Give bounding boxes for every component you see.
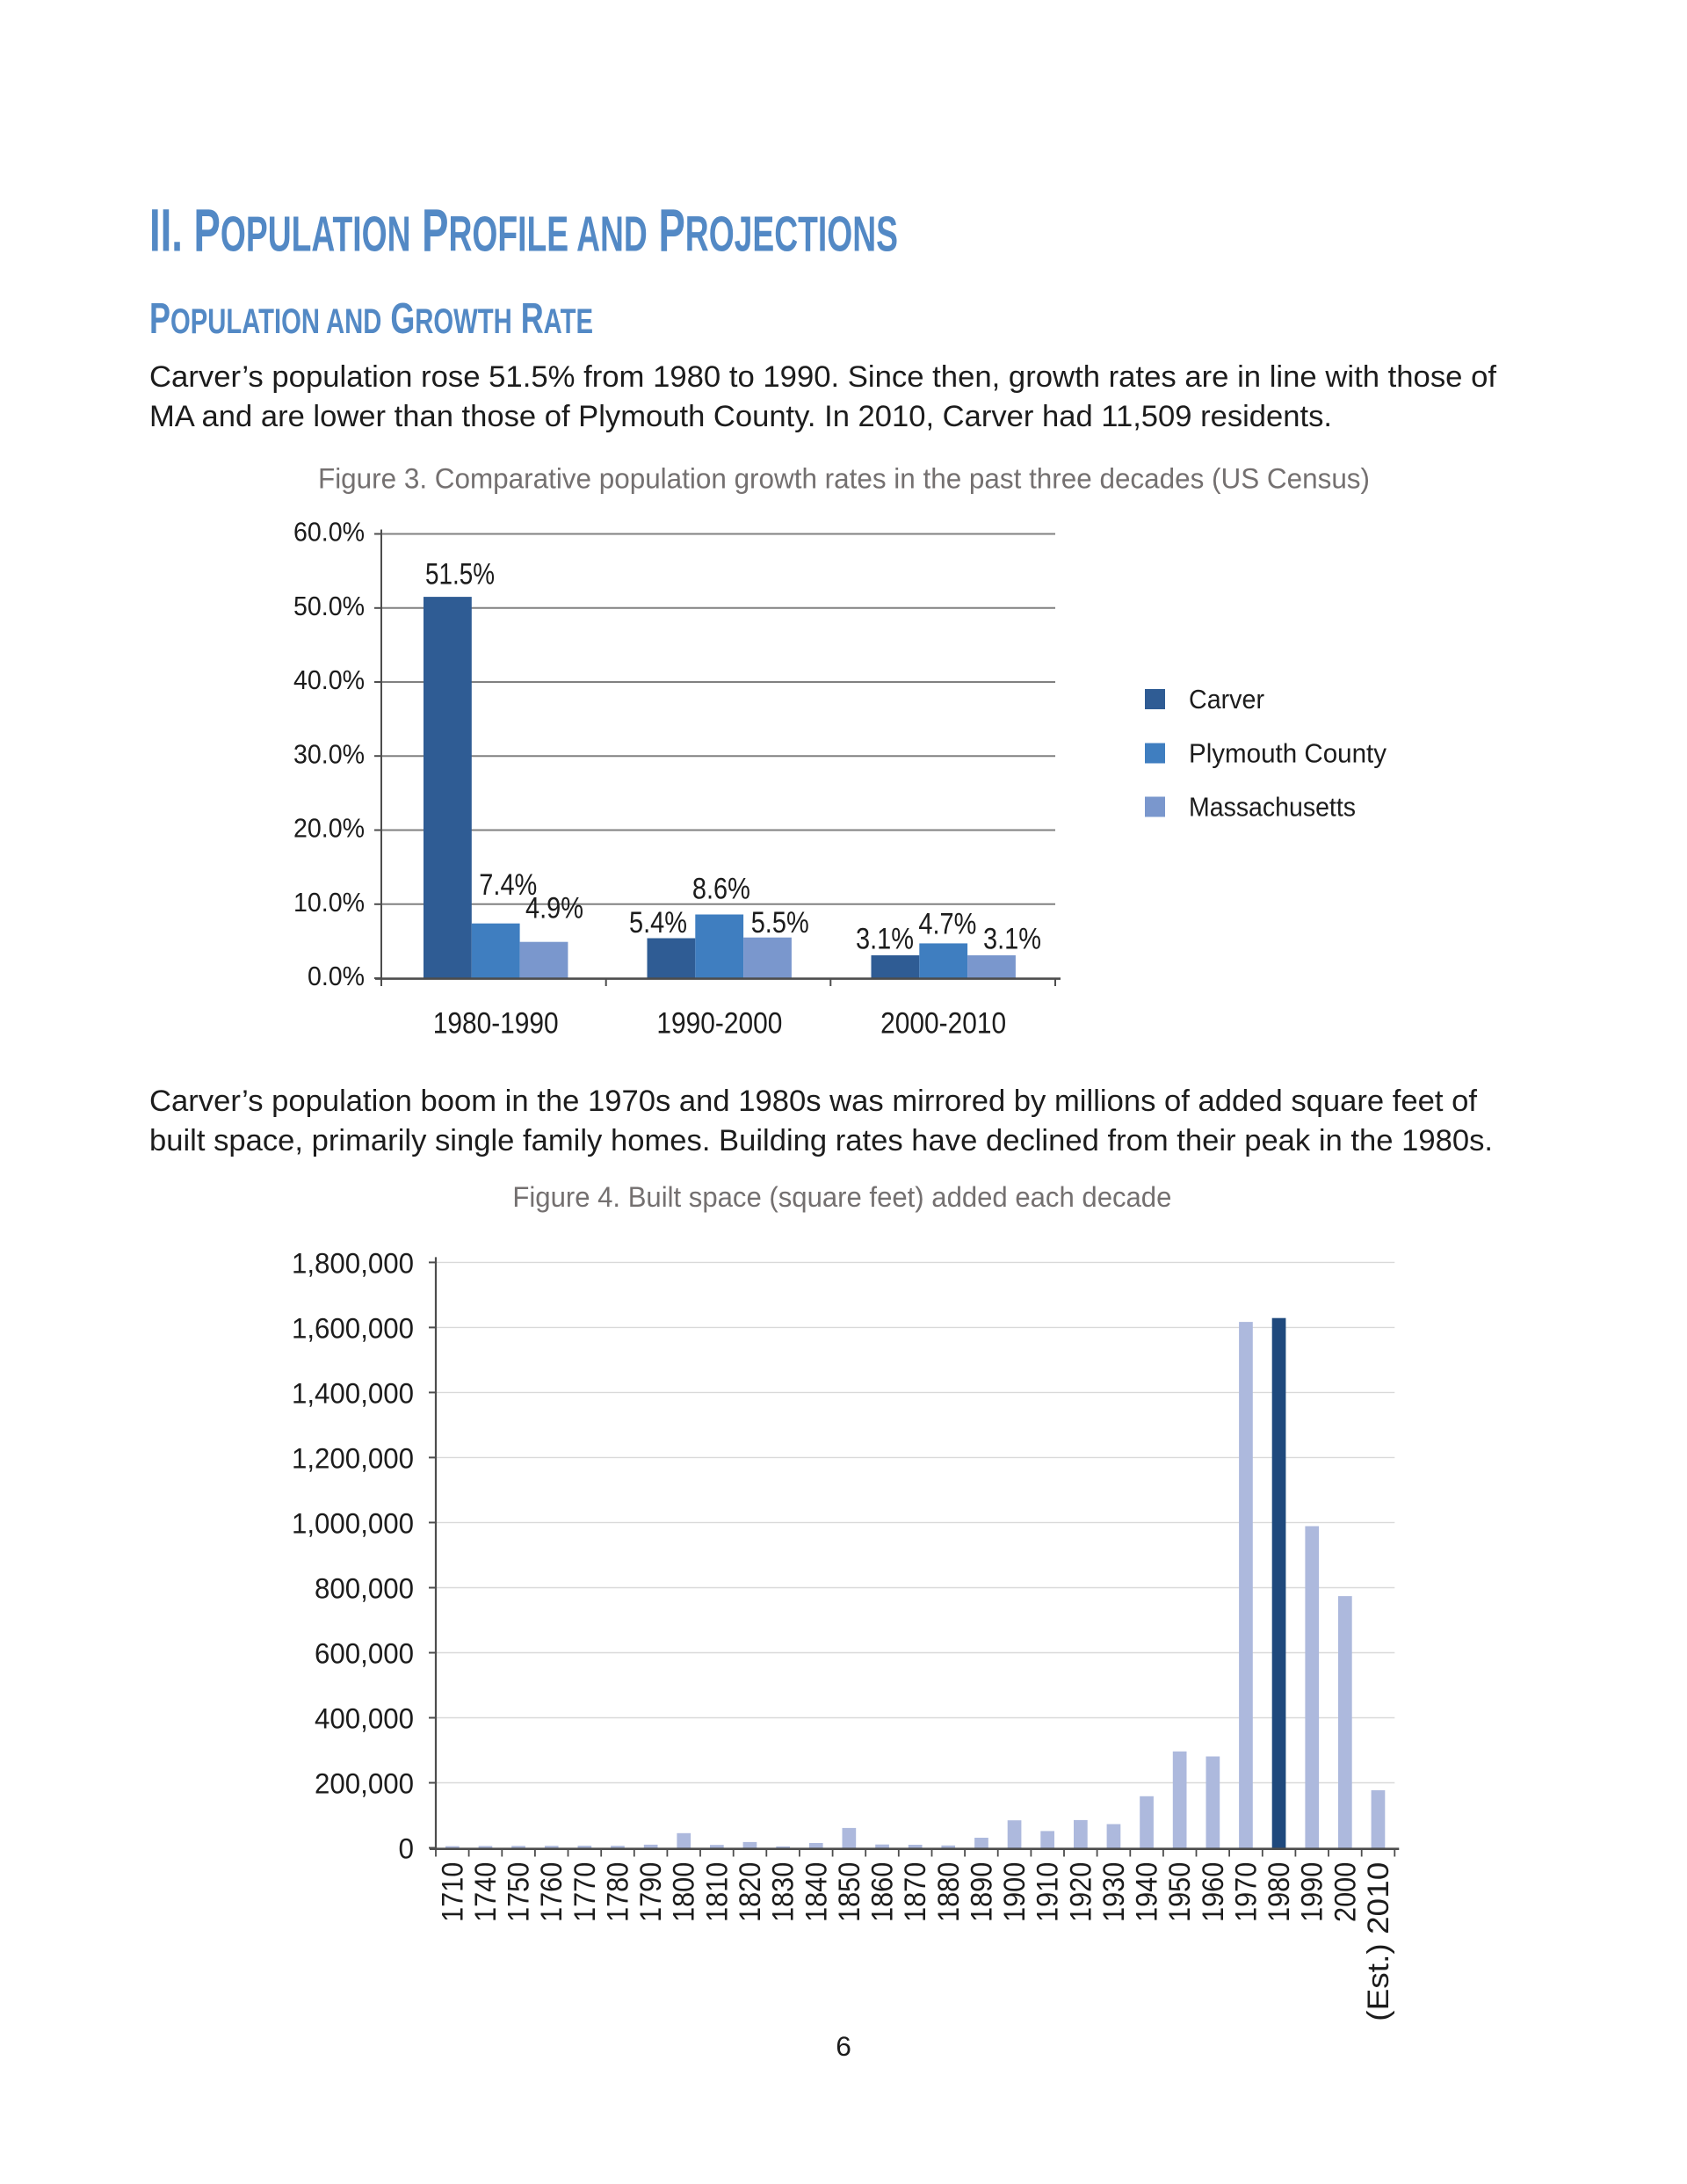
svg-text:1770: 1770: [568, 1862, 602, 1922]
svg-text:1980: 1980: [1263, 1862, 1296, 1922]
svg-text:Massachusetts: Massachusetts: [1189, 792, 1356, 823]
svg-text:1920: 1920: [1064, 1862, 1097, 1922]
svg-text:1,000,000: 1,000,000: [292, 1507, 414, 1539]
svg-text:1830: 1830: [767, 1862, 800, 1922]
svg-text:800,000: 800,000: [315, 1572, 414, 1604]
svg-text:1710: 1710: [436, 1862, 469, 1922]
svg-text:1760: 1760: [535, 1862, 568, 1922]
svg-text:1790: 1790: [634, 1862, 668, 1922]
svg-text:200,000: 200,000: [315, 1767, 414, 1799]
svg-text:1980-1990: 1980-1990: [433, 1007, 559, 1041]
svg-text:3.1%: 3.1%: [983, 923, 1041, 956]
svg-text:Carver’s population rose 51.5%: Carver’s population rose 51.5% from 1980…: [149, 360, 1497, 394]
svg-text:MA and are lower than those of: MA and are lower than those of Plymouth …: [149, 400, 1332, 433]
svg-text:1950: 1950: [1163, 1862, 1197, 1922]
svg-text:1990-2000: 1990-2000: [656, 1007, 782, 1041]
svg-text:8.6%: 8.6%: [692, 873, 750, 906]
svg-text:II. POPULATION PROFILE AND PRO: II. POPULATION PROFILE AND PROJECTIONS: [149, 197, 898, 265]
svg-text:5.5%: 5.5%: [751, 906, 809, 940]
svg-text:1850: 1850: [833, 1862, 866, 1922]
svg-text:4.9%: 4.9%: [525, 891, 583, 925]
svg-text:1,600,000: 1,600,000: [292, 1312, 414, 1344]
svg-text:Carver: Carver: [1189, 684, 1264, 715]
svg-text:2000: 2000: [1329, 1862, 1362, 1922]
svg-text:1910: 1910: [1032, 1862, 1065, 1922]
svg-text:1740: 1740: [469, 1862, 503, 1922]
svg-text:1780: 1780: [602, 1862, 635, 1922]
svg-text:5.4%: 5.4%: [629, 906, 687, 940]
svg-text:1750: 1750: [503, 1862, 536, 1922]
svg-text:10.0%: 10.0%: [293, 887, 365, 918]
svg-text:50.0%: 50.0%: [293, 591, 365, 621]
svg-text:Carver’s population boom in th: Carver’s population boom in the 1970s an…: [149, 1085, 1478, 1118]
svg-text:1990: 1990: [1296, 1862, 1329, 1922]
svg-text:1,800,000: 1,800,000: [292, 1247, 414, 1279]
svg-text:1,400,000: 1,400,000: [292, 1377, 414, 1409]
svg-text:1930: 1930: [1097, 1862, 1131, 1922]
svg-text:(Est.) 2010: (Est.) 2010: [1362, 1862, 1395, 2021]
svg-text:1840: 1840: [800, 1862, 833, 1922]
svg-text:Figure 4. Built space (square: Figure 4. Built space (square feet) adde…: [512, 1180, 1171, 1213]
svg-text:3.1%: 3.1%: [856, 923, 914, 956]
svg-text:600,000: 600,000: [315, 1637, 414, 1669]
svg-text:1890: 1890: [965, 1862, 998, 1922]
svg-text:1880: 1880: [932, 1862, 966, 1922]
svg-text:1870: 1870: [899, 1862, 932, 1922]
svg-text:built space, primarily single: built space, primarily single family hom…: [149, 1124, 1493, 1157]
svg-text:4.7%: 4.7%: [918, 908, 976, 941]
svg-text:1940: 1940: [1131, 1862, 1164, 1922]
svg-text:1960: 1960: [1197, 1862, 1230, 1922]
svg-text:40.0%: 40.0%: [293, 664, 365, 695]
svg-text:1800: 1800: [668, 1862, 701, 1922]
svg-text:Figure 3. Comparative populati: Figure 3. Comparative population growth …: [318, 462, 1370, 495]
svg-text:0: 0: [399, 1833, 415, 1865]
svg-text:400,000: 400,000: [315, 1702, 414, 1734]
svg-text:60.0%: 60.0%: [293, 517, 365, 548]
svg-text:Plymouth County: Plymouth County: [1189, 738, 1387, 769]
svg-text:1860: 1860: [866, 1862, 900, 1922]
svg-text:20.0%: 20.0%: [293, 813, 365, 844]
svg-text:0.0%: 0.0%: [308, 961, 365, 991]
svg-text:30.0%: 30.0%: [293, 738, 365, 769]
svg-text:1,200,000: 1,200,000: [292, 1442, 414, 1474]
svg-text:1810: 1810: [700, 1862, 734, 1922]
svg-text:1970: 1970: [1230, 1862, 1263, 1922]
svg-text:7.4%: 7.4%: [479, 868, 537, 902]
svg-text:2000-2010: 2000-2010: [880, 1007, 1006, 1041]
svg-text:1820: 1820: [734, 1862, 767, 1922]
svg-text:POPULATION AND GROWTH RATE: POPULATION AND GROWTH RATE: [149, 294, 593, 343]
svg-text:6: 6: [836, 2030, 851, 2062]
svg-text:51.5%: 51.5%: [425, 558, 495, 591]
svg-text:1900: 1900: [998, 1862, 1032, 1922]
